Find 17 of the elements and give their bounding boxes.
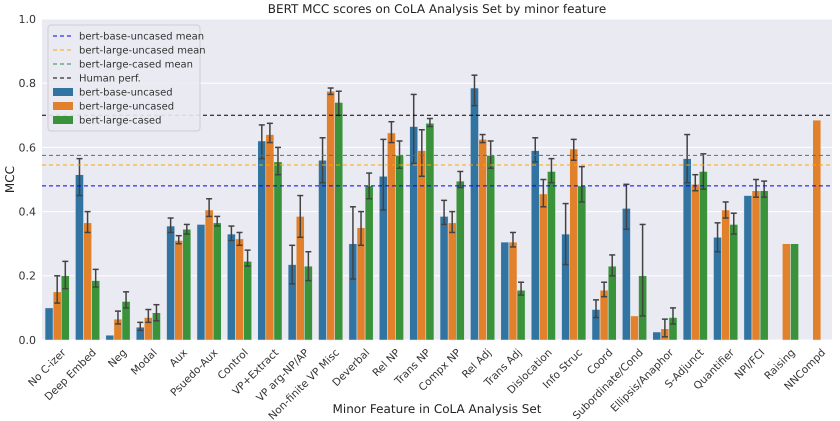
chart-title: BERT MCC scores on CoLA Analysis Set by minor feature <box>268 2 606 16</box>
y-tick-label: 0.0 <box>18 334 36 347</box>
legend-label: bert-base-uncased <box>79 88 173 98</box>
y-tick-label: 0.6 <box>18 141 36 154</box>
y-tick-label: 0.4 <box>18 205 36 218</box>
y-axis-title: MCC <box>3 166 17 194</box>
y-tick-label: 1.0 <box>18 12 36 26</box>
legend-label: bert-large-cased mean <box>79 60 193 70</box>
y-tick-label: 0.8 <box>18 77 36 90</box>
y-tick-label: 0.2 <box>18 270 36 283</box>
legend-label: bert-large-uncased <box>79 102 174 112</box>
x-axis-title: Minor Feature in CoLA Analysis Set <box>332 402 542 416</box>
legend-label: bert-large-cased <box>79 116 162 126</box>
legend-label: Human perf. <box>79 74 141 84</box>
x-tick-label: Neg <box>106 346 130 370</box>
legend-label: bert-large-uncased mean <box>79 46 206 56</box>
legend-label: bert-base-uncased mean <box>79 32 204 42</box>
